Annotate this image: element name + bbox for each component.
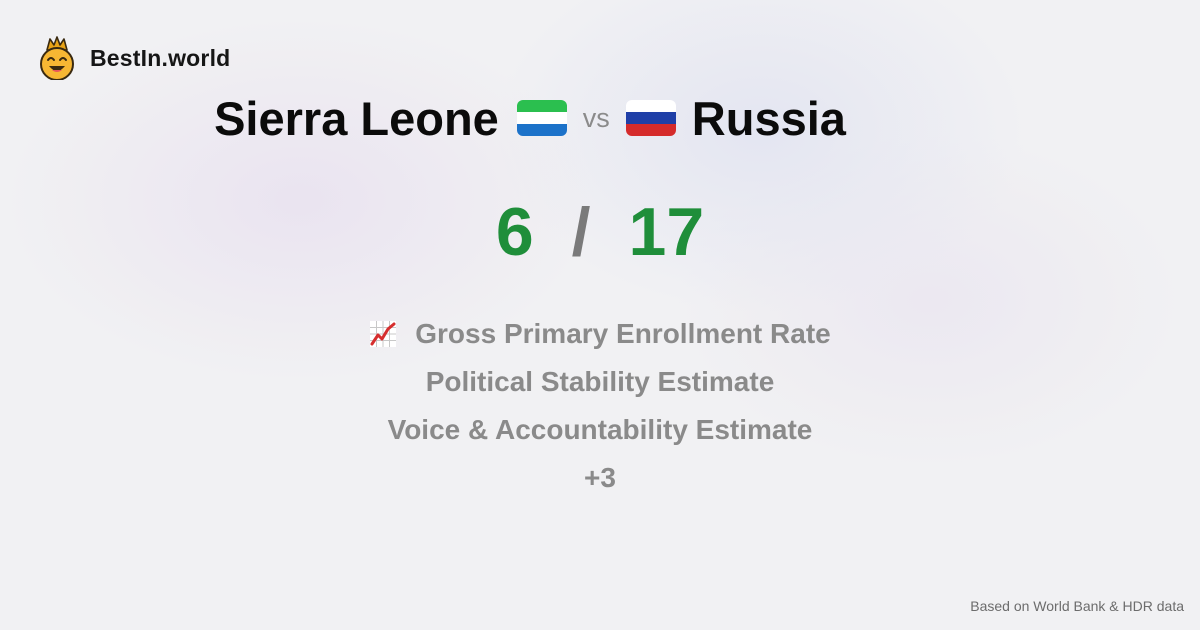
metric-label: Gross Primary Enrollment Rate	[415, 318, 831, 349]
vs-label: vs	[582, 102, 610, 133]
more-metrics-count: +3	[0, 454, 1200, 502]
more-metrics-label: +3	[584, 462, 616, 493]
metric-label: Voice & Accountability Estimate	[387, 414, 813, 445]
russia-flag-icon	[625, 100, 676, 136]
brand-name: BestIn.world	[90, 44, 231, 71]
chart-increasing-icon	[370, 321, 397, 347]
metric-item: Political Stability Estimate	[0, 358, 1200, 406]
left-country-name: Sierra Leone	[214, 91, 499, 145]
sierra-leone-flag-icon	[516, 100, 567, 136]
smiling-crown-emoji-icon	[40, 36, 74, 80]
left-score: 6	[495, 194, 534, 270]
comparison-title: Sierra Leone vs Russia	[0, 86, 1060, 150]
metric-label: Political Stability Estimate	[425, 366, 775, 397]
data-source-note: Based on World Bank & HDR data	[970, 598, 1184, 614]
metric-item: Voice & Accountability Estimate	[0, 406, 1200, 454]
metrics-list: Gross Primary Enrollment Rate Political …	[0, 310, 1200, 502]
right-country-name: Russia	[691, 91, 846, 145]
metric-item: Gross Primary Enrollment Rate	[0, 310, 1200, 358]
score-separator: /	[571, 194, 591, 270]
score: 6 / 17	[0, 190, 1200, 274]
brand[interactable]: BestIn.world	[38, 36, 230, 80]
right-score: 17	[628, 194, 705, 270]
